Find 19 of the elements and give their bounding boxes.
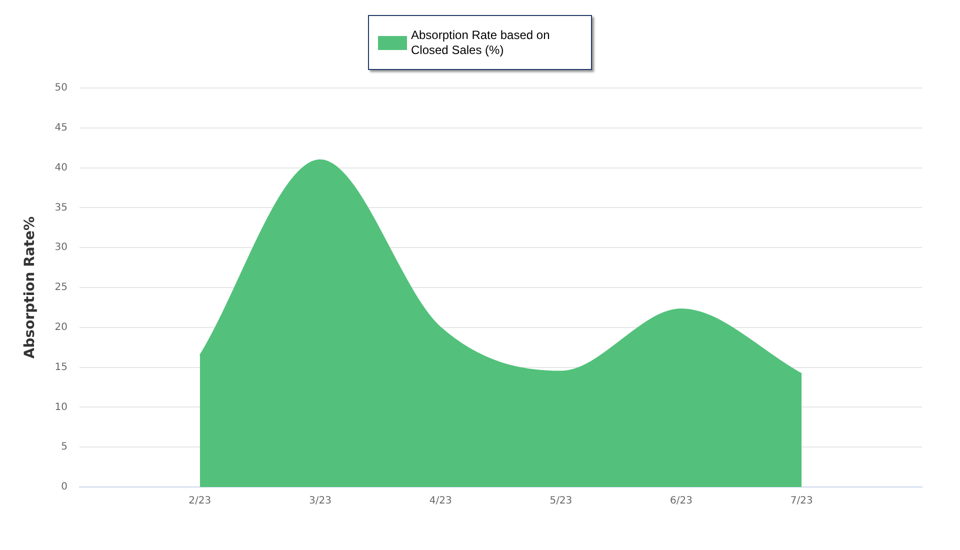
y-tick-label: 25 [54, 282, 68, 294]
y-tick-label: 10 [54, 402, 68, 413]
y-tick-label: 50 [54, 82, 68, 94]
y-tick-label: 40 [54, 162, 68, 174]
y-tick-label: 0 [61, 482, 68, 493]
x-tick-label: 2/23 [188, 496, 212, 507]
y-tick-label: 5 [61, 442, 68, 453]
x-tick-label: 7/23 [790, 496, 813, 507]
y-tick-label: 45 [54, 122, 68, 134]
x-tick-label: 5/23 [550, 496, 572, 507]
y-tick-label: 30 [54, 242, 68, 254]
y-axis-title: Absorption Rate% [22, 216, 38, 359]
legend-label: Absorption Rate based on Closed Sales (%) [411, 28, 551, 58]
x-tick-label: 6/23 [670, 496, 693, 507]
x-tick-label: 4/23 [429, 496, 452, 507]
y-tick-label: 20 [54, 322, 68, 333]
y-tick-label: 35 [54, 202, 68, 214]
y-tick-label: 15 [54, 362, 68, 373]
x-tick-label: 3/23 [308, 496, 332, 507]
